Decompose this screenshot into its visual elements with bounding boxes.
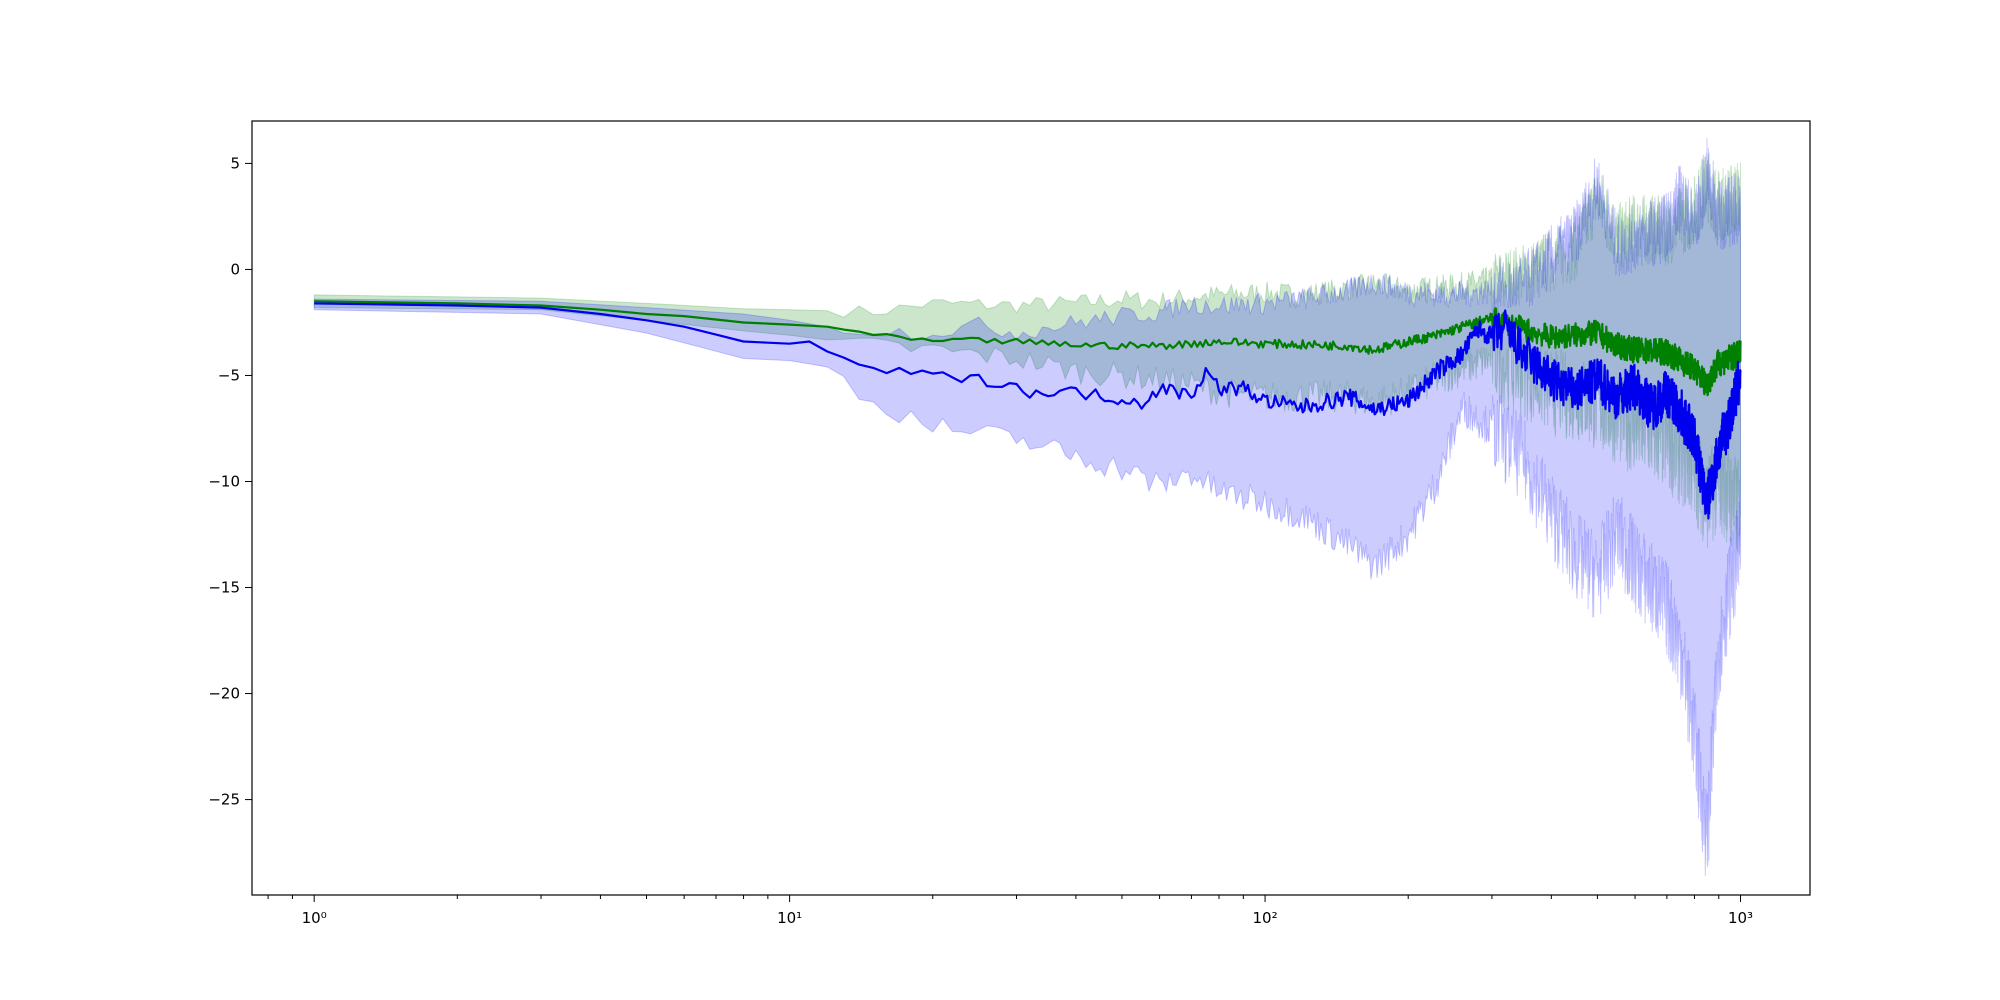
- y-tick-label: −15: [208, 579, 240, 597]
- x-tick-label: 10³: [1728, 909, 1753, 927]
- axes-frame: [251, 120, 1811, 896]
- y-tick-label: −25: [208, 791, 240, 809]
- series-2-confidence-band: [313, 137, 1741, 876]
- series-1-confidence-band: [313, 154, 1741, 556]
- y-tick-label: −20: [208, 685, 240, 703]
- series-1-mean-line: [314, 300, 1742, 397]
- series-2-mean-line: [314, 302, 1742, 520]
- axis-ticks: 10⁰ 10¹ 10² 10³ 5 0 −5 −10 −15 −20 −25: [208, 154, 1753, 927]
- x-tick-label: 10¹: [777, 909, 802, 927]
- y-tick-label: −10: [208, 472, 240, 490]
- plot-area: [313, 137, 1742, 876]
- y-tick-label: 5: [230, 154, 240, 172]
- x-tick-label: 10⁰: [302, 909, 327, 927]
- x-tick-label: 10²: [1253, 909, 1278, 927]
- y-tick-label: 0: [230, 260, 240, 278]
- y-tick-label: −5: [218, 366, 240, 384]
